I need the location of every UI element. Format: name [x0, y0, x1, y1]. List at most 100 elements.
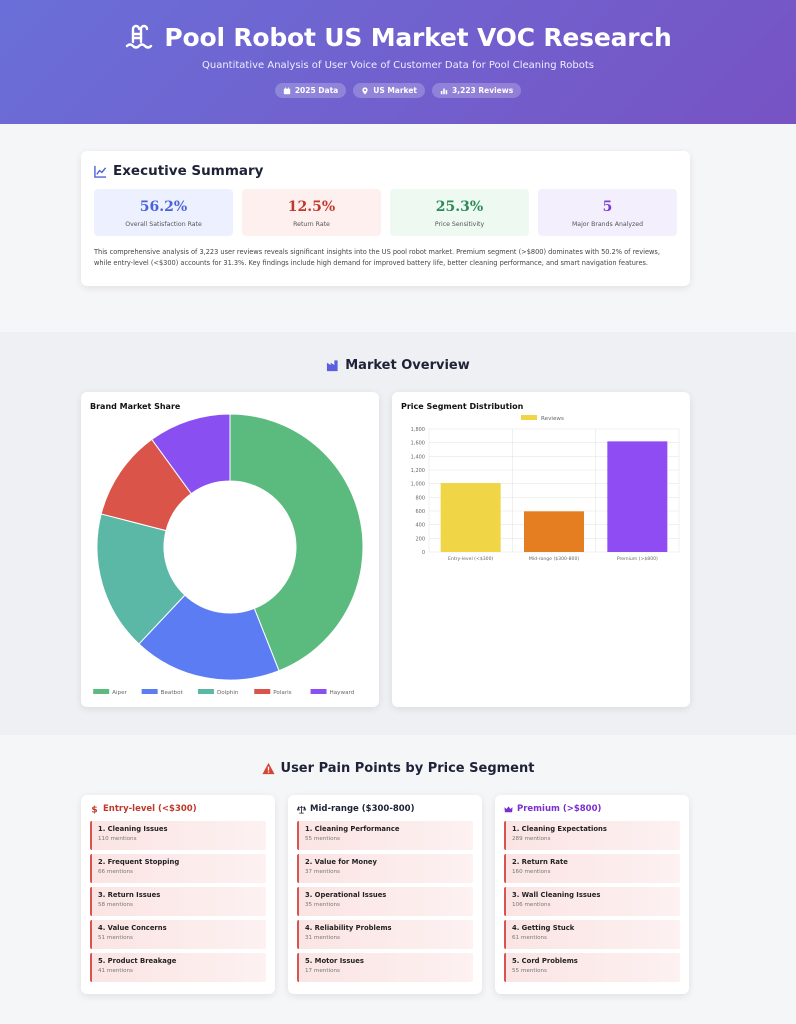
summary-title-text: Executive Summary: [113, 163, 264, 179]
pain-item-mentions: 66 mentions: [98, 869, 133, 875]
price-segment-title: Price Segment Distribution: [401, 402, 524, 411]
stat-label: Major Brands Analyzed: [571, 221, 644, 228]
pain-item: 5. Product Breakage 41 mentions: [90, 953, 266, 982]
legend-label[interactable]: Polaris: [273, 690, 291, 696]
pain-item-mentions: 31 mentions: [305, 935, 340, 941]
svg-text:$: $: [91, 805, 97, 813]
stat-return-rate: 12.5% Return Rate: [242, 189, 381, 236]
legend-label[interactable]: Dolphin: [217, 690, 239, 696]
pain-item-mentions: 106 mentions: [512, 902, 551, 908]
pain-item-title: 5. Cord Problems: [512, 957, 578, 965]
pain-card-title: Premium (>$800): [504, 804, 680, 814]
pain-item-title: 2. Value for Money: [305, 858, 377, 866]
market-overview-section: Market Overview Brand Market Share Aiper…: [0, 332, 796, 735]
pain-item-title: 1. Cleaning Issues: [98, 825, 168, 833]
y-tick-label: 0: [422, 550, 425, 556]
calendar-icon: [283, 86, 291, 94]
y-tick-label: 800: [415, 495, 425, 501]
legend-label[interactable]: Beatbot: [161, 690, 184, 696]
y-tick-label: 1,600: [411, 441, 425, 447]
pain-card-entry: $ Entry-level (<$300) 1. Cleaning Issues…: [81, 795, 275, 994]
legend-swatch: [310, 689, 327, 694]
badge-reviews: 3,223 Reviews: [432, 83, 522, 98]
pain-item: 4. Value Concerns 51 mentions: [90, 920, 266, 949]
pain-item-title: 3. Return Issues: [98, 891, 161, 899]
legend-label[interactable]: Hayward: [330, 690, 355, 696]
map-pin-icon: [362, 86, 368, 95]
brand-share-chart: Aiper Beatbot Dolphin Polaris Hayward: [93, 413, 364, 696]
bar-chart-icon: [440, 88, 448, 94]
pain-points-title-text: User Pain Points by Price Segment: [280, 761, 535, 776]
brand-share-title: Brand Market Share: [90, 402, 181, 411]
pain-item-mentions: 58 mentions: [98, 902, 133, 908]
crown-icon: [504, 805, 513, 812]
pain-item: 1. Cleaning Issues 110 mentions: [90, 821, 266, 850]
stat-value: 56.2%: [139, 199, 188, 215]
legend-swatch: [93, 689, 110, 694]
price-segment-chart: Reviews 0 200 400 600 800 1,000 1,200 1,400 1,600…: [411, 415, 680, 562]
y-tick-label: 1,000: [411, 482, 425, 488]
scale-icon: [297, 805, 306, 814]
summary-section: Executive Summary 56.2% Overall Satisfac…: [0, 124, 796, 332]
stat-label: Overall Satisfaction Rate: [125, 221, 202, 228]
pain-item: 4. Reliability Problems 31 mentions: [297, 920, 473, 949]
pain-item-title: 3. Operational Issues: [305, 891, 387, 899]
stat-value: 5: [602, 199, 613, 215]
pain-item-title: 4. Reliability Problems: [305, 924, 392, 932]
pain-item-title: 4. Getting Stuck: [512, 924, 575, 932]
pain-item-title: 2. Frequent Stopping: [98, 858, 180, 866]
bar-1[interactable]: [440, 483, 501, 552]
pain-item: 1. Cleaning Performance 55 mentions: [297, 821, 473, 850]
pain-item: 5. Cord Problems 55 mentions: [504, 953, 680, 982]
pain-card-title: $ Entry-level (<$300): [90, 804, 266, 814]
page-title-text: Pool Robot US Market VOC Research: [164, 22, 672, 52]
badge-label: 2025 Data: [294, 86, 339, 95]
pain-item-mentions: 61 mentions: [512, 935, 547, 941]
pain-points-section: User Pain Points by Price Segment $ Entr…: [0, 735, 796, 1024]
bar-3[interactable]: [607, 441, 668, 552]
pain-item-title: 5. Motor Issues: [305, 957, 364, 965]
pain-item: 5. Motor Issues 17 mentions: [297, 953, 473, 982]
pool-icon: [126, 24, 153, 49]
header: Pool Robot US Market VOC Research Quanti…: [0, 0, 796, 124]
donut-slice-hayward[interactable]: [151, 413, 231, 495]
market-overview-title-text: Market Overview: [345, 358, 470, 373]
stat-brands: 5 Major Brands Analyzed: [538, 189, 677, 236]
pain-card-title-text: Mid-range ($300-800): [310, 804, 415, 814]
legend-swatch: [254, 689, 271, 694]
pain-item: 2. Return Rate 160 mentions: [504, 854, 680, 883]
pain-item-mentions: 55 mentions: [305, 836, 340, 842]
market-overview-title: Market Overview: [0, 358, 796, 373]
legend-label[interactable]: Aiper: [112, 690, 127, 696]
header-badges: 2025 Data US Market 3,223 Reviews: [0, 83, 796, 98]
executive-summary-card: Executive Summary 56.2% Overall Satisfac…: [81, 151, 690, 286]
stat-label: Price Sensitivity: [434, 221, 485, 228]
y-tick-label: 1,200: [411, 468, 425, 474]
pain-item: 2. Value for Money 37 mentions: [297, 854, 473, 883]
pain-item-title: 4. Value Concerns: [98, 924, 167, 932]
charts-row: Brand Market Share Aiper Beatbot Dolphin Po…: [81, 392, 796, 707]
y-tick-label: 600: [415, 509, 425, 515]
pain-card-premium: Premium (>$800) 1. Cleaning Expectations…: [495, 795, 689, 994]
x-tick-label: Mid-range ($300-800): [529, 556, 580, 562]
pain-item-title: 1. Cleaning Performance: [305, 825, 400, 833]
legend-swatch: [197, 689, 214, 694]
donut-slice-aiper[interactable]: [229, 413, 364, 672]
brand-share-card: Brand Market Share Aiper Beatbot Dolphin Po…: [81, 392, 379, 707]
pain-card-title-text: Premium (>$800): [517, 804, 602, 814]
badge-market: US Market: [353, 83, 426, 98]
page-title: Pool Robot US Market VOC Research: [0, 22, 796, 52]
pain-item: 2. Frequent Stopping 66 mentions: [90, 854, 266, 883]
pain-card-title: Mid-range ($300-800): [297, 804, 473, 814]
badge-label: 3,223 Reviews: [452, 86, 514, 95]
legend-label[interactable]: Reviews: [541, 416, 564, 422]
pain-item-title: 3. Wall Cleaning Issues: [512, 891, 601, 899]
bar-2[interactable]: [524, 511, 584, 552]
summary-text: This comprehensive analysis of 3,223 use…: [94, 248, 660, 267]
y-tick-label: 1,400: [411, 454, 425, 460]
pain-item: 3. Wall Cleaning Issues 106 mentions: [504, 887, 680, 916]
price-segment-card: Price Segment Distribution Reviews 0 200 40…: [392, 392, 690, 707]
page-subtitle: Quantitative Analysis of User Voice of C…: [202, 60, 594, 71]
pain-points-row: $ Entry-level (<$300) 1. Cleaning Issues…: [81, 795, 796, 994]
warning-icon: [261, 762, 275, 775]
